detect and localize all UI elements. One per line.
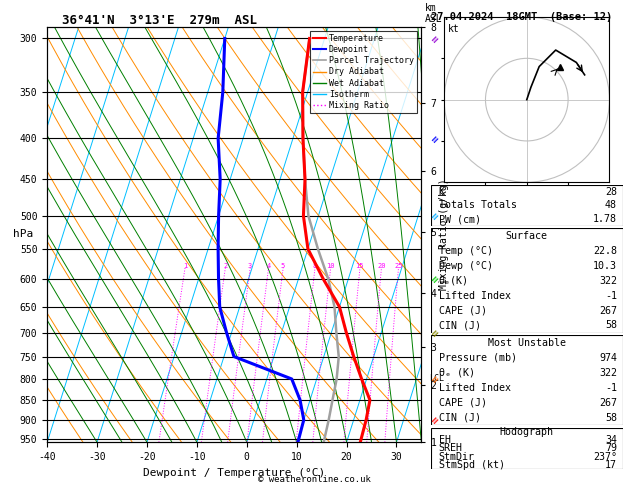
Text: 48: 48 bbox=[605, 200, 617, 210]
Text: ≡: ≡ bbox=[429, 32, 442, 45]
Text: 58: 58 bbox=[605, 413, 617, 423]
Text: CIN (J): CIN (J) bbox=[438, 320, 481, 330]
Text: 2: 2 bbox=[223, 262, 227, 269]
Text: LCL: LCL bbox=[429, 375, 444, 383]
Text: -1: -1 bbox=[605, 291, 617, 301]
Text: 267: 267 bbox=[599, 398, 617, 408]
Text: hPa: hPa bbox=[13, 229, 33, 240]
Text: 267: 267 bbox=[599, 306, 617, 315]
Text: Dewp (°C): Dewp (°C) bbox=[438, 260, 493, 271]
Text: 322: 322 bbox=[599, 276, 617, 286]
Text: 4: 4 bbox=[266, 262, 270, 269]
Text: θₑ (K): θₑ (K) bbox=[438, 368, 474, 378]
Text: θₑ(K): θₑ(K) bbox=[438, 276, 469, 286]
Text: 1.78: 1.78 bbox=[593, 214, 617, 224]
Text: Surface: Surface bbox=[506, 231, 548, 241]
Text: ≡: ≡ bbox=[429, 373, 442, 385]
Text: 3: 3 bbox=[248, 262, 252, 269]
Text: 20: 20 bbox=[377, 262, 386, 269]
Text: 22.8: 22.8 bbox=[593, 246, 617, 256]
Text: ≡: ≡ bbox=[429, 414, 442, 426]
Text: Pressure (mb): Pressure (mb) bbox=[438, 353, 516, 363]
Text: 322: 322 bbox=[599, 368, 617, 378]
Text: Totals Totals: Totals Totals bbox=[438, 200, 516, 210]
Text: ≡: ≡ bbox=[429, 132, 442, 145]
Text: StmSpd (kt): StmSpd (kt) bbox=[438, 460, 504, 470]
Text: Lifted Index: Lifted Index bbox=[438, 291, 511, 301]
Text: Temp (°C): Temp (°C) bbox=[438, 246, 493, 256]
Text: 237°: 237° bbox=[593, 451, 617, 462]
Text: ≡: ≡ bbox=[429, 209, 442, 222]
Text: 17: 17 bbox=[605, 460, 617, 470]
Text: 28: 28 bbox=[605, 187, 617, 196]
Text: km
ASL: km ASL bbox=[425, 3, 442, 24]
Text: PW (cm): PW (cm) bbox=[438, 214, 481, 224]
Text: 58: 58 bbox=[605, 320, 617, 330]
Text: 79: 79 bbox=[605, 443, 617, 453]
Text: 10.3: 10.3 bbox=[593, 260, 617, 271]
Text: CAPE (J): CAPE (J) bbox=[438, 398, 487, 408]
Text: CIN (J): CIN (J) bbox=[438, 413, 481, 423]
Text: 36°41'N  3°13'E  279m  ASL: 36°41'N 3°13'E 279m ASL bbox=[47, 14, 257, 27]
Text: 25: 25 bbox=[394, 262, 403, 269]
Text: 27.04.2024  18GMT  (Base: 12): 27.04.2024 18GMT (Base: 12) bbox=[431, 12, 612, 22]
X-axis label: Dewpoint / Temperature (°C): Dewpoint / Temperature (°C) bbox=[143, 468, 325, 478]
Text: © weatheronline.co.uk: © weatheronline.co.uk bbox=[258, 474, 371, 484]
Text: K: K bbox=[438, 187, 445, 196]
Text: SREH: SREH bbox=[438, 443, 462, 453]
Text: 1: 1 bbox=[183, 262, 187, 269]
Text: 10: 10 bbox=[326, 262, 335, 269]
Text: 974: 974 bbox=[599, 353, 617, 363]
Text: StmDir: StmDir bbox=[438, 451, 474, 462]
Text: 5: 5 bbox=[281, 262, 285, 269]
Text: Most Unstable: Most Unstable bbox=[487, 338, 566, 348]
Text: Lifted Index: Lifted Index bbox=[438, 383, 511, 393]
Text: ≡: ≡ bbox=[429, 326, 442, 339]
Text: 8: 8 bbox=[313, 262, 317, 269]
Text: Hodograph: Hodograph bbox=[500, 427, 554, 437]
Text: 34: 34 bbox=[605, 435, 617, 445]
Y-axis label: Mixing Ratio (g/kg): Mixing Ratio (g/kg) bbox=[439, 179, 449, 290]
Text: kt: kt bbox=[447, 24, 459, 34]
Text: 15: 15 bbox=[355, 262, 364, 269]
Text: ≡: ≡ bbox=[429, 273, 442, 285]
Text: EH: EH bbox=[438, 435, 450, 445]
Legend: Temperature, Dewpoint, Parcel Trajectory, Dry Adiabat, Wet Adiabat, Isotherm, Mi: Temperature, Dewpoint, Parcel Trajectory… bbox=[309, 31, 417, 113]
Text: -1: -1 bbox=[605, 383, 617, 393]
Text: CAPE (J): CAPE (J) bbox=[438, 306, 487, 315]
